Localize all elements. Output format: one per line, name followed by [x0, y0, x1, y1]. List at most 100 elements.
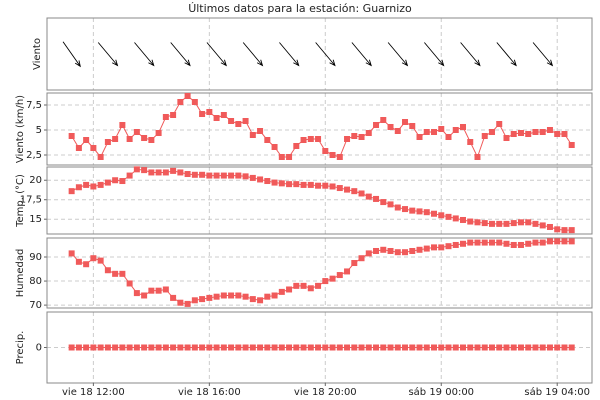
data-point — [525, 131, 532, 137]
data-point — [206, 109, 213, 115]
data-point — [242, 293, 249, 300]
data-point — [431, 344, 438, 351]
data-point — [271, 144, 278, 150]
data-point — [228, 172, 235, 179]
data-point — [184, 344, 191, 351]
data-point — [409, 207, 416, 214]
data-point — [148, 344, 155, 351]
data-point — [431, 129, 438, 135]
y-axis-label: Humedad — [15, 249, 26, 298]
data-point — [445, 213, 452, 220]
data-point — [83, 344, 90, 351]
data-point — [220, 112, 227, 118]
data-point — [286, 154, 293, 160]
data-point — [503, 135, 510, 141]
data-point — [459, 240, 466, 247]
data-point — [539, 239, 546, 246]
data-point — [459, 344, 466, 351]
data-point — [488, 239, 495, 246]
data-point — [104, 267, 111, 274]
data-point — [249, 296, 256, 303]
data-point — [184, 171, 191, 178]
data-point — [380, 117, 387, 123]
data-point — [271, 344, 278, 351]
data-point — [351, 344, 358, 351]
data-point — [286, 344, 293, 351]
data-point — [387, 124, 394, 130]
data-point — [162, 169, 169, 176]
data-point — [112, 136, 119, 142]
data-point — [177, 99, 184, 105]
data-point — [257, 297, 264, 304]
data-point — [242, 118, 249, 124]
data-point — [474, 239, 481, 246]
wind-arrow — [97, 42, 119, 67]
data-point — [83, 261, 90, 268]
data-point — [351, 188, 358, 195]
panel-frame — [46, 92, 593, 166]
data-point — [126, 136, 133, 142]
y-tick-label: 15 — [29, 214, 42, 225]
data-point — [112, 344, 119, 351]
data-point — [539, 222, 546, 229]
wind-arrow — [496, 42, 517, 67]
data-point — [416, 134, 423, 140]
wind-arrow — [62, 41, 81, 68]
data-point — [445, 243, 452, 250]
data-point — [445, 134, 452, 140]
data-point — [104, 179, 111, 186]
data-point — [438, 244, 445, 251]
data-point — [416, 246, 423, 253]
y-tick-label: 0 — [36, 343, 42, 354]
data-point — [373, 247, 380, 254]
data-point — [452, 215, 459, 222]
data-point — [228, 292, 235, 299]
data-point — [141, 292, 148, 299]
data-point — [510, 344, 517, 351]
data-point — [561, 227, 568, 234]
y-tick-label: 70 — [29, 300, 42, 311]
data-point — [488, 220, 495, 227]
data-point — [68, 250, 75, 257]
data-point — [307, 285, 314, 292]
data-point — [300, 181, 307, 188]
data-point — [517, 344, 524, 351]
data-point — [90, 344, 97, 351]
data-point — [322, 182, 329, 189]
data-point — [191, 344, 198, 351]
data-point — [213, 344, 220, 351]
data-point — [525, 344, 532, 351]
data-line — [71, 168, 572, 231]
data-point — [242, 344, 249, 351]
data-point — [402, 249, 409, 256]
data-point — [170, 294, 177, 301]
data-point — [199, 296, 206, 303]
data-point — [467, 239, 474, 246]
data-point — [561, 131, 568, 137]
data-point — [206, 294, 213, 301]
data-point — [329, 275, 336, 282]
data-point — [568, 238, 575, 245]
data-line — [71, 240, 572, 305]
data-point — [133, 166, 140, 173]
data-point — [286, 181, 293, 188]
panel-frame — [46, 311, 593, 384]
data-point — [474, 154, 481, 160]
data-point — [409, 247, 416, 254]
data-point — [467, 218, 474, 225]
data-point — [97, 181, 104, 188]
data-point — [148, 287, 155, 294]
data-point — [220, 344, 227, 351]
data-point — [133, 129, 140, 135]
data-point — [155, 169, 162, 176]
y-axis-label: Temp. (°C) — [15, 174, 26, 228]
data-point — [300, 344, 307, 351]
data-point — [162, 286, 169, 293]
data-point — [293, 143, 300, 149]
data-point — [75, 184, 82, 191]
data-point — [474, 344, 481, 351]
data-point — [97, 344, 104, 351]
data-point — [373, 195, 380, 202]
data-point — [423, 245, 430, 252]
